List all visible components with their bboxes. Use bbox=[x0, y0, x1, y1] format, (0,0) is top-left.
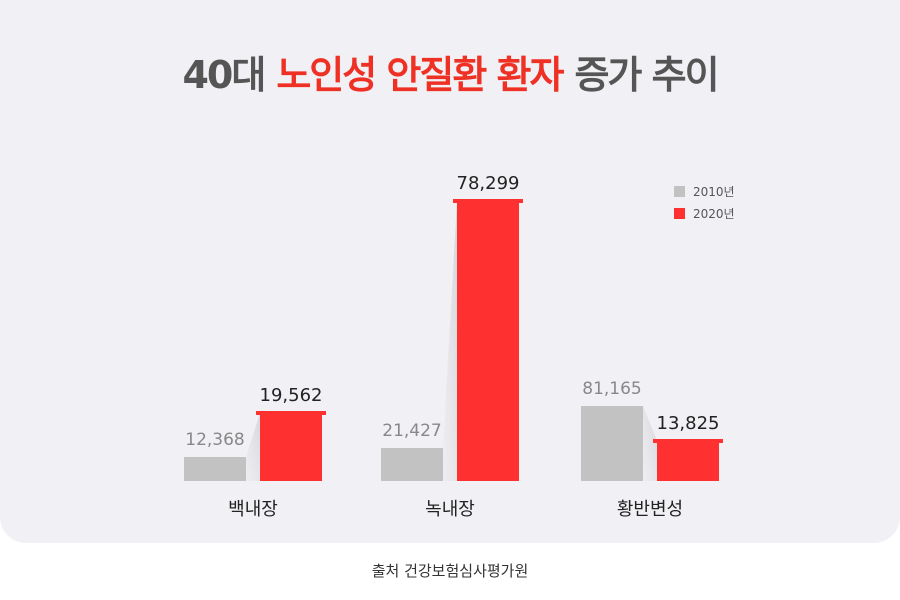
title-part-age: 40대 bbox=[182, 53, 266, 97]
legend: 2010년 2020년 bbox=[674, 180, 735, 224]
category-label-macular-degeneration: 황반변성 bbox=[617, 499, 683, 520]
value-label-2020-macular-degeneration: 13,825 bbox=[657, 413, 720, 434]
legend-item-2010: 2010년 bbox=[674, 180, 735, 202]
bar-2020-macular-degeneration bbox=[657, 441, 719, 481]
source-note: 출처 건강보험심사평가원 bbox=[371, 562, 529, 580]
bar-cap-2020-cataract bbox=[256, 411, 326, 415]
chart-title: 40대 노인성 안질환 환자 증가 추이 bbox=[0, 44, 900, 99]
legend-label-2010: 2010년 bbox=[693, 184, 735, 199]
bar-2020-cataract bbox=[260, 413, 322, 481]
legend-label-2020: 2020년 bbox=[693, 206, 735, 221]
bar-chart: 12,368 19,562 백내장 21,427 78,299 녹내장 81,165 13,8… bbox=[184, 173, 723, 520]
value-label-2020-glaucoma: 78,299 bbox=[457, 173, 520, 194]
bar-2010-glaucoma bbox=[381, 448, 443, 481]
shadow-wedge-macular-degeneration bbox=[643, 406, 657, 481]
title-part-trend: 증가 추이 bbox=[574, 53, 719, 97]
value-label-2010-macular-degeneration: 81,165 bbox=[582, 379, 641, 399]
value-label-2020-cataract: 19,562 bbox=[260, 385, 323, 406]
bar-cap-2020-glaucoma bbox=[453, 199, 523, 203]
bar-2020-glaucoma bbox=[457, 201, 519, 481]
legend-item-2020: 2020년 bbox=[674, 202, 735, 224]
category-label-cataract: 백내장 bbox=[228, 499, 278, 520]
bar-2010-cataract bbox=[184, 457, 246, 481]
bar-2010-macular-degeneration bbox=[581, 406, 643, 481]
category-label-glaucoma: 녹내장 bbox=[425, 499, 475, 520]
shadow-wedge-cataract bbox=[246, 413, 260, 481]
value-label-2010-glaucoma: 21,427 bbox=[382, 421, 441, 441]
chart-card: 40대 노인성 안질환 환자 증가 추이 12,368 19,562 백내장 21,427… bbox=[0, 0, 900, 543]
legend-swatch-2020 bbox=[674, 207, 685, 219]
title-part-highlight: 노인성 안질환 환자 bbox=[276, 53, 564, 97]
legend-swatch-2010 bbox=[674, 185, 685, 197]
bar-cap-2020-macular-degeneration bbox=[653, 439, 723, 443]
shadow-wedge-glaucoma bbox=[443, 201, 457, 481]
value-label-2010-cataract: 12,368 bbox=[185, 430, 244, 450]
